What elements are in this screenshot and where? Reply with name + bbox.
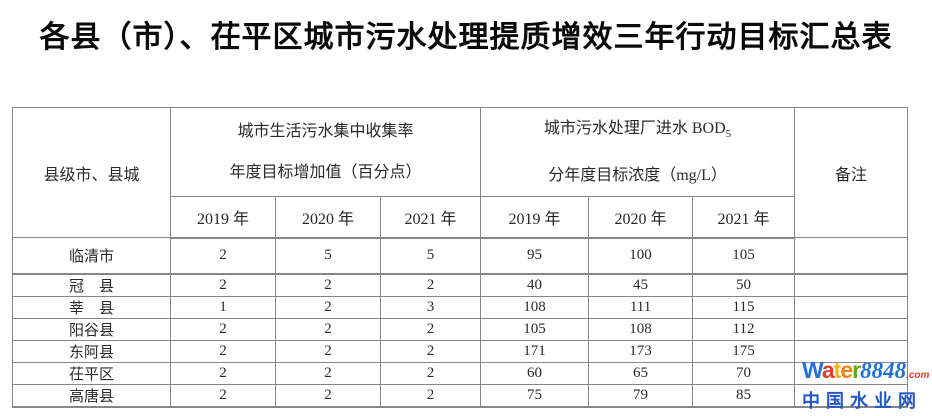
value-cell: 3 [379, 295, 482, 319]
value-cell: 5 [275, 237, 381, 275]
value-cell: 2 [379, 339, 482, 363]
table-row: 高唐县 2 2 2 75 79 85 [12, 383, 909, 408]
county-cell: 茌平区 [12, 361, 171, 385]
value-cell: 50 [692, 273, 796, 297]
header-county: 县级市、县城 [12, 106, 171, 239]
value-cell: 108 [480, 295, 590, 319]
county-cell: 莘 县 [12, 295, 171, 319]
page-title: 各县（市）、茌平区城市污水处理提质增效三年行动目标汇总表 [39, 21, 893, 54]
column-group-bod: 城市污水处理厂进水 BOD5 分年度目标浓度（mg/L） [480, 106, 796, 198]
remark-cell [794, 273, 909, 297]
county-cell: 冠 县 [12, 273, 171, 297]
county-cell: 临清市 [12, 237, 171, 275]
value-cell: 2 [275, 339, 381, 363]
value-cell: 2 [275, 383, 381, 408]
table-row: 临清市 2 5 5 95 100 105 [12, 237, 909, 275]
watermark-logo: Water8848.com 中国水业网 [802, 357, 932, 413]
value-cell: 2 [170, 317, 276, 341]
table-row: 莘 县 1 2 3 108 111 115 [12, 295, 909, 319]
value-cell: 60 [480, 361, 590, 385]
value-cell: 105 [480, 317, 590, 341]
remark-cell [794, 295, 909, 319]
watermark-domain-suffix: .com [906, 370, 930, 381]
value-cell: 2 [170, 339, 276, 363]
value-cell: 85 [692, 383, 796, 408]
remark-cell [794, 317, 909, 341]
year-header-collection-2020: 2020 年 [275, 196, 381, 239]
value-cell: 108 [588, 317, 694, 341]
table-header: 县级市、县城 城市生活污水集中收集率 年度目标增加值（百分点） 城市污水处理厂进… [12, 106, 909, 239]
year-header-collection-2019: 2019 年 [170, 196, 276, 239]
value-cell: 2 [170, 361, 276, 385]
county-cell: 阳谷县 [12, 317, 171, 341]
group1-line2: 年度目标增加值（百分点） [229, 164, 422, 182]
value-cell: 100 [588, 237, 694, 275]
value-cell: 115 [692, 295, 796, 319]
header-row-groups: 县级市、县城 城市生活污水集中收集率 年度目标增加值（百分点） 城市污水处理厂进… [12, 106, 909, 239]
county-cell: 东阿县 [12, 339, 171, 363]
value-cell: 2 [379, 383, 482, 408]
value-cell: 2 [170, 237, 276, 275]
county-cell: 高唐县 [12, 383, 171, 408]
group2-line1: 城市污水处理厂进水 BOD5 [543, 120, 732, 141]
group2-line2: 分年度目标浓度（mg/L） [548, 167, 727, 185]
year-header-bod-2021: 2021 年 [692, 196, 796, 239]
table-row: 茌平区 2 2 2 60 65 70 [12, 361, 909, 385]
watermark-tagline: 中国水业网 [802, 391, 922, 411]
table-row: 冠 县 2 2 2 40 45 50 [12, 273, 909, 297]
value-cell: 5 [379, 237, 482, 275]
year-header-bod-2019: 2019 年 [480, 196, 590, 239]
value-cell: 2 [275, 361, 381, 385]
value-cell: 105 [692, 237, 796, 275]
bod-subscript: 5 [725, 128, 732, 141]
value-cell: 65 [588, 361, 694, 385]
watermark-number: 8848 [860, 358, 907, 383]
remark-cell [794, 361, 909, 385]
value-cell: 111 [588, 295, 694, 319]
value-cell: 112 [692, 317, 796, 341]
value-cell: 175 [692, 339, 796, 363]
value-cell: 2 [379, 317, 482, 341]
value-cell: 2 [275, 273, 381, 297]
group1-line1: 城市生活污水集中收集率 [237, 123, 414, 141]
value-cell: 173 [588, 339, 694, 363]
value-cell: 2 [275, 295, 381, 319]
value-cell: 45 [588, 273, 694, 297]
table-body: 临清市 2 5 5 95 100 105 冠 县 2 2 2 40 45 50 … [12, 237, 909, 408]
value-cell: 2 [170, 273, 276, 297]
value-cell: 95 [480, 237, 590, 275]
summary-table: 县级市、县城 城市生活污水集中收集率 年度目标增加值（百分点） 城市污水处理厂进… [12, 106, 909, 408]
table-row: 东阿县 2 2 2 171 173 175 [12, 339, 909, 363]
year-header-bod-2020: 2020 年 [588, 196, 694, 239]
year-header-collection-2021: 2021 年 [379, 196, 482, 239]
value-cell: 2 [379, 273, 482, 297]
header-row-years: 2019 年 2020 年 2021 年 2019 年 2020 年 2021 … [13, 196, 908, 239]
value-cell: 40 [480, 273, 590, 297]
column-group-collection-rate: 城市生活污水集中收集率 年度目标增加值（百分点） [169, 106, 482, 198]
value-cell: 2 [379, 361, 482, 385]
watermark-brand: Water8848.com [802, 357, 932, 389]
table-row: 阳谷县 2 2 2 105 108 112 [12, 317, 909, 341]
remark-cell [794, 383, 909, 408]
value-cell: 171 [480, 339, 590, 363]
value-cell: 79 [588, 383, 694, 408]
header-remark: 备注 [794, 106, 909, 239]
value-cell: 2 [170, 383, 276, 408]
value-cell: 70 [692, 361, 796, 385]
value-cell: 2 [275, 317, 381, 341]
value-cell: 1 [170, 295, 276, 319]
remark-cell [794, 237, 909, 275]
watermark-brand-letters: Water [802, 357, 861, 383]
value-cell: 75 [480, 383, 590, 408]
